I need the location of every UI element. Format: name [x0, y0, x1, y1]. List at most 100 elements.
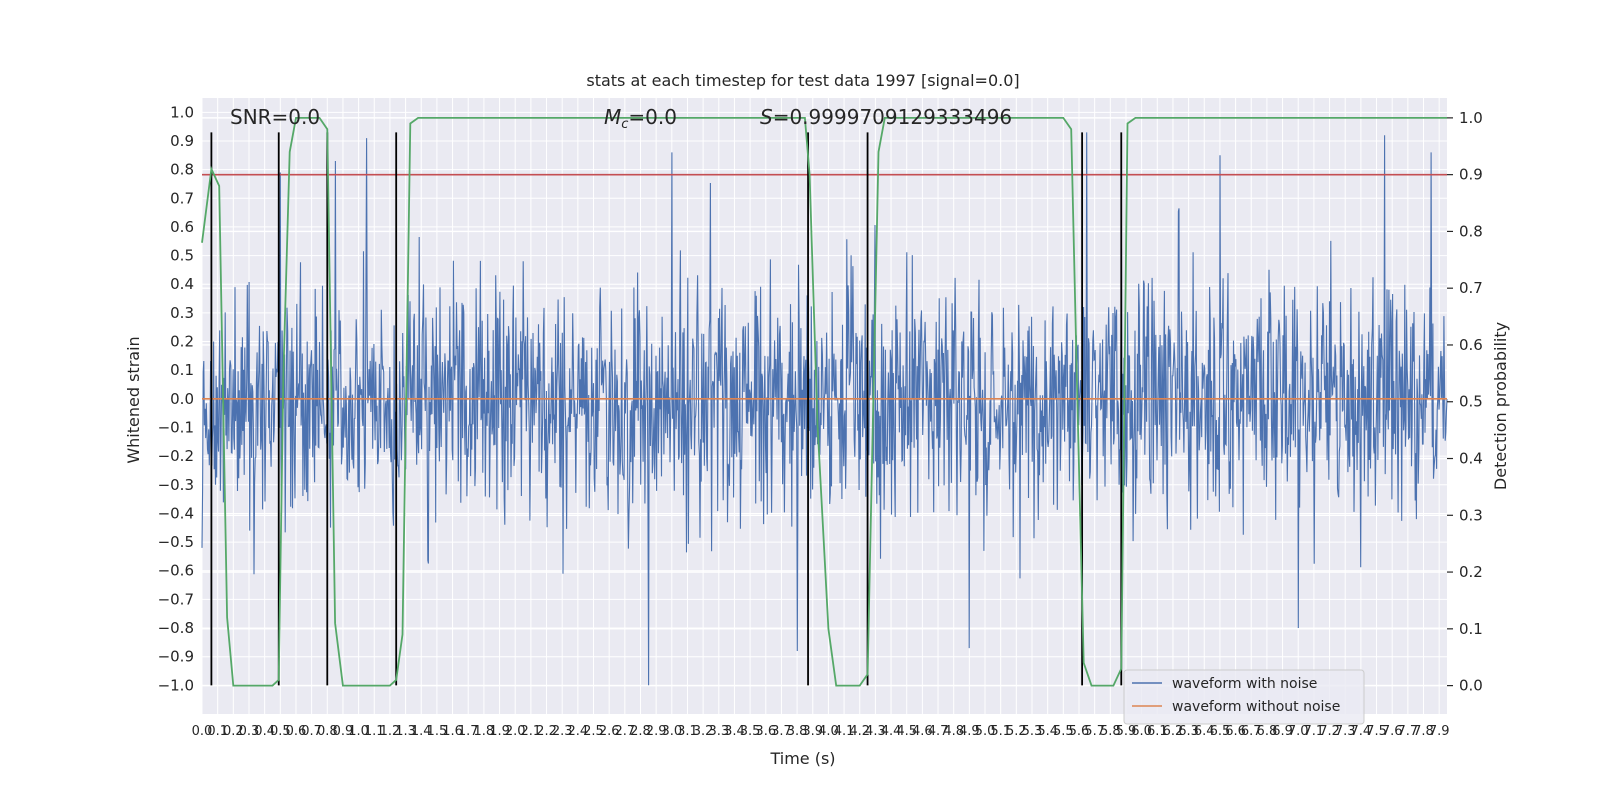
x-tick-label: 6.8: [1257, 724, 1278, 739]
x-tick-label: 2.3: [552, 724, 573, 739]
y2-tick-label: 0.0: [1459, 677, 1483, 695]
y-axis-left-ticks: −1.0 −0.9 −0.8 −0.7 −0.6 −0.5 −0.4 −0.3 −0.2 −0.1…: [158, 103, 194, 694]
y-tick-label: −0.5: [158, 533, 194, 551]
x-tick-label: 0.5: [270, 724, 291, 739]
legend-box: [1123, 669, 1365, 725]
x-tick-label: 1.5: [427, 724, 448, 739]
x-tick-label: 4.4: [881, 724, 902, 739]
x-tick-label: 3.6: [755, 724, 776, 739]
y-tick-label: −1.0: [158, 676, 194, 694]
x-tick-label: 2.9: [646, 724, 667, 739]
y2-tick-label: 0.1: [1459, 620, 1483, 638]
x-tick-label: 5.6: [1069, 724, 1090, 739]
snr-annotation: SNR=0.0: [230, 105, 320, 129]
x-tick-label: 1.7: [458, 724, 479, 739]
x-tick-label: 2.1: [521, 724, 542, 739]
y-tick-label: −0.4: [158, 504, 194, 522]
x-axis-label: Time (s): [769, 749, 835, 768]
x-tick-label: 4.5: [896, 724, 917, 739]
vertical-marker-lines: [210, 132, 1123, 686]
x-tick-label: 2.2: [536, 724, 557, 739]
x-tick-label: 1.9: [489, 724, 510, 739]
x-tick-label: 1.3: [395, 724, 416, 739]
x-tick-label: 7.7: [1398, 724, 1419, 739]
y-tick-label: −0.7: [158, 590, 194, 608]
y-tick-label: 0.3: [170, 304, 194, 322]
mc-symbol: M: [604, 105, 621, 129]
x-tick-label: 1.1: [364, 724, 385, 739]
x-tick-label: 6.0: [1131, 724, 1152, 739]
y-tick-label: 0.8: [170, 161, 194, 179]
x-tick-label: 4.1: [834, 724, 855, 739]
x-tick-label: 4.2: [849, 724, 870, 739]
y2-tick-label: 0.2: [1459, 563, 1483, 581]
y-tick-label: 0.0: [170, 390, 194, 408]
x-tick-label: 5.5: [1053, 724, 1074, 739]
y-tick-label: 0.7: [170, 189, 194, 207]
x-tick-label: 7.0: [1288, 724, 1309, 739]
x-tick-label: 0.9: [333, 724, 354, 739]
mc-value: =0.0: [628, 105, 677, 129]
x-tick-label: 5.2: [1006, 724, 1027, 739]
legend-label-clean: waveform without noise: [1172, 699, 1340, 715]
y-tick-label: −0.3: [158, 476, 194, 494]
x-tick-label: 0.8: [317, 724, 338, 739]
y-tick-label: 0.4: [170, 275, 194, 293]
y-tick-label: −0.1: [158, 418, 194, 436]
y-tick-label: 0.1: [170, 361, 194, 379]
y-axis-label: Whitened strain: [124, 336, 143, 463]
probability-line: [201, 117, 1447, 687]
chart-title: stats at each timestep for test data 199…: [586, 71, 1019, 90]
x-tick-label: 6.5: [1210, 724, 1231, 739]
x-tick-label: 1.0: [348, 724, 369, 739]
x-tick-label: 5.1: [990, 724, 1011, 739]
x-tick-label: 0.2: [223, 724, 244, 739]
x-tick-label: 2.5: [583, 724, 604, 739]
x-tick-label: 4.7: [928, 724, 949, 739]
legend-label-noise: waveform with noise: [1172, 676, 1317, 692]
y2-axis-label: Detection probability: [1491, 322, 1510, 490]
x-tick-label: 5.3: [1022, 724, 1043, 739]
y-tick-label: 1.0: [170, 103, 194, 121]
x-tick-label: 4.6: [912, 724, 933, 739]
x-tick-label: 7.5: [1366, 724, 1387, 739]
y2-tick-label: 0.8: [1459, 222, 1483, 240]
y2-tick-label: 0.5: [1459, 393, 1483, 411]
x-tick-label: 4.8: [943, 724, 964, 739]
y2-tick-label: 0.9: [1459, 166, 1483, 184]
y-tick-label: −0.9: [158, 648, 194, 666]
x-tick-label: 7.1: [1304, 724, 1325, 739]
y2-tick-label: 1.0: [1459, 109, 1483, 127]
x-tick-label: 1.2: [380, 724, 401, 739]
y-tick-label: 0.2: [170, 333, 194, 351]
x-tick-label: 6.2: [1163, 724, 1184, 739]
x-tick-label: 3.8: [787, 724, 808, 739]
y-tick-label: 0.5: [170, 247, 194, 265]
score-annotation: S=0.9999709129333496: [760, 105, 1012, 129]
y-tick-label: −0.8: [158, 619, 194, 637]
mc-subscript: c: [621, 117, 628, 132]
x-tick-label: 7.3: [1335, 724, 1356, 739]
x-tick-label: 0.3: [239, 724, 260, 739]
x-tick-label: 1.8: [474, 724, 495, 739]
x-tick-label: 5.0: [975, 724, 996, 739]
y2-tick-label: 0.6: [1459, 336, 1483, 354]
series-waveform-with-noise: [201, 132, 1448, 686]
x-tick-label: 2.6: [599, 724, 620, 739]
x-tick-label: 1.6: [442, 724, 463, 739]
x-tick-label: 2.0: [505, 724, 526, 739]
x-tick-label: 0.0: [192, 724, 213, 739]
series-detection-probability: [201, 117, 1447, 687]
x-tick-label: 2.4: [568, 724, 589, 739]
s-value: =0.9999709129333496: [773, 105, 1012, 129]
x-tick-label: 5.9: [1116, 724, 1137, 739]
x-tick-label: 7.9: [1429, 724, 1450, 739]
x-tick-label: 3.3: [708, 724, 729, 739]
x-tick-label: 1.4: [411, 724, 432, 739]
x-tick-label: 3.9: [802, 724, 823, 739]
x-tick-label: 3.5: [740, 724, 761, 739]
x-tick-label: 6.3: [1178, 724, 1199, 739]
x-tick-label: 7.6: [1382, 724, 1403, 739]
x-tick-label: 0.7: [301, 724, 322, 739]
y2-tick-label: 0.3: [1459, 506, 1483, 524]
